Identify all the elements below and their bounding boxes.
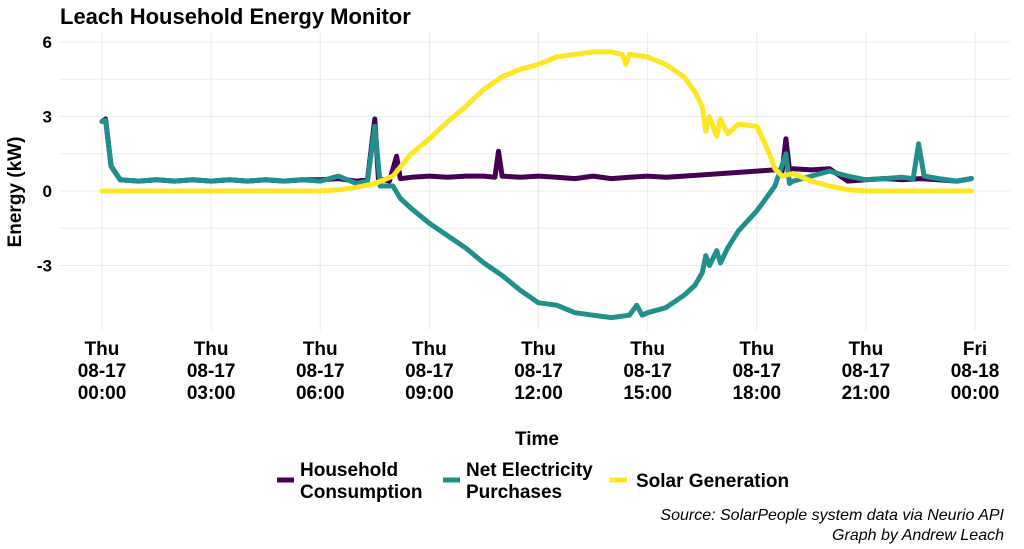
x-tick-label: Thu 08-17 03:00: [187, 339, 236, 404]
y-tick-label: 3: [43, 108, 52, 127]
series-line-solar-generation: [99, 49, 974, 194]
chart-title: Leach Household Energy Monitor: [60, 4, 411, 29]
x-tick-label: Thu 08-17 09:00: [405, 339, 454, 404]
legend: Household Consumption Net Electricity Purch…: [277, 460, 789, 503]
legend-label: Household Consumption: [300, 460, 422, 503]
y-axis-label: Energy (kW): [5, 137, 26, 248]
y-tick-label: 0: [43, 182, 52, 201]
x-tick-label: Thu 08-17 00:00: [78, 339, 127, 404]
y-tick-label: -3: [37, 257, 52, 276]
y-axis-ticks: 6 3 0 -3: [37, 33, 52, 276]
caption-source: Source: SolarPeople system data via Neur…: [660, 507, 1004, 524]
x-tick-label: Fri 08-18 00:00: [951, 339, 1000, 404]
x-axis-label: Time: [515, 429, 559, 450]
legend-label: Net Electricity Purchases: [466, 460, 593, 503]
x-tick-label: Thu 08-17 06:00: [296, 339, 345, 404]
x-tick-label: Thu 08-17 15:00: [623, 339, 672, 404]
series-lines: [99, 49, 974, 321]
series-line-net-electricity-purchases: [99, 117, 974, 321]
x-tick-label: Thu 08-17 18:00: [732, 339, 781, 404]
y-tick-label: 6: [43, 33, 52, 52]
x-tick-label: Thu 08-17 12:00: [514, 339, 563, 404]
legend-label: Solar Generation: [636, 471, 789, 492]
x-axis-ticks: Thu 08-17 00:00 Thu 08-17 03:00 Thu 08-17 06:00 T…: [78, 339, 1000, 404]
x-tick-label: Thu 08-17 21:00: [842, 339, 891, 404]
caption-credit: Graph by Andrew Leach: [832, 527, 1004, 544]
